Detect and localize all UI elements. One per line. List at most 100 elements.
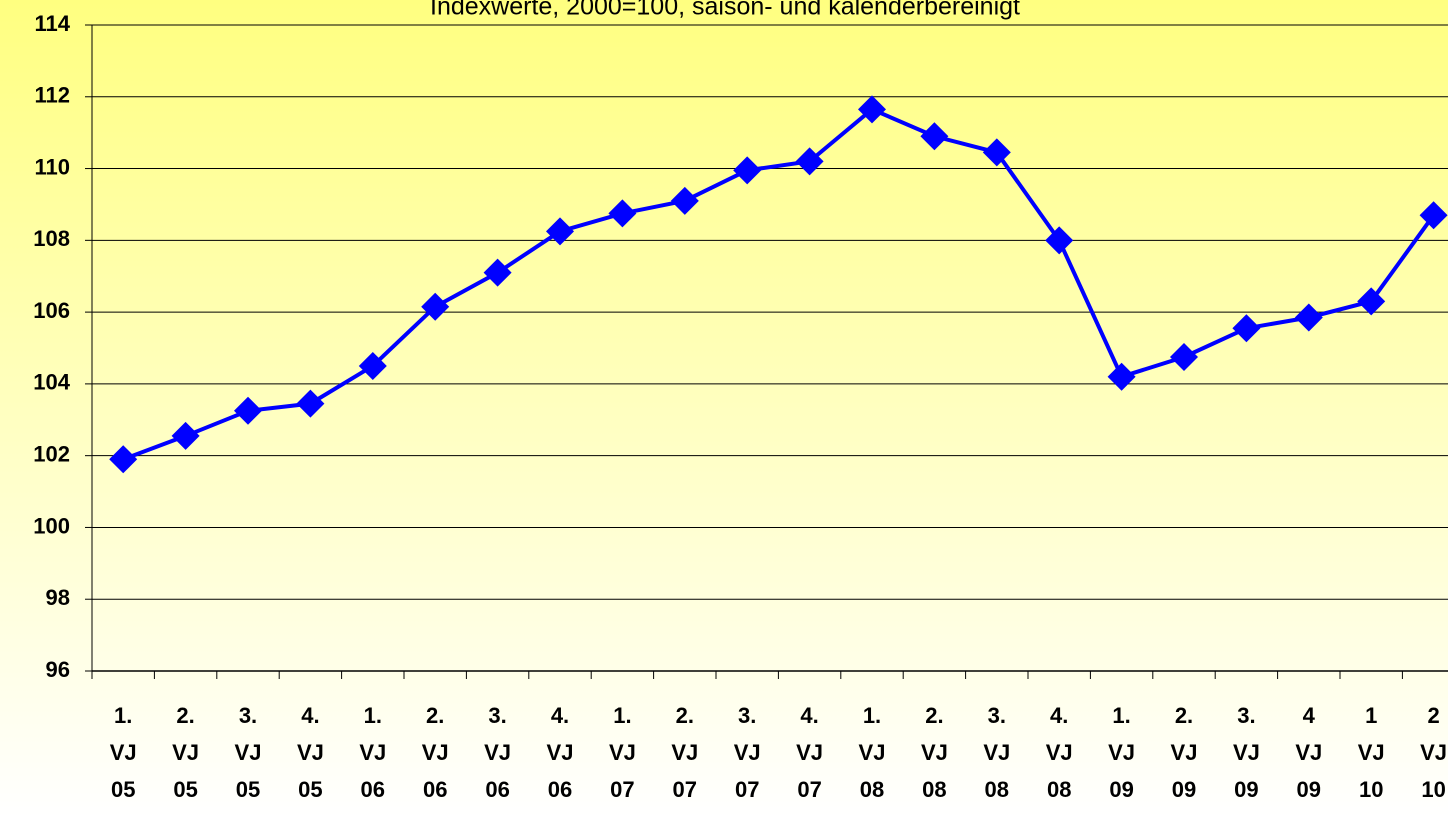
x-tick-label: 2 (1427, 703, 1439, 728)
x-tick-label: 1 (1365, 703, 1377, 728)
x-tick-label: VJ (1420, 740, 1447, 765)
y-tick-label: 108 (33, 226, 70, 251)
x-tick-label: VJ (297, 740, 324, 765)
x-tick-label: 08 (1047, 777, 1071, 802)
marker (171, 421, 200, 450)
x-tick-label: VJ (609, 740, 636, 765)
x-tick-label: 05 (173, 777, 197, 802)
y-tick-label: 104 (33, 370, 70, 395)
marker (1170, 342, 1198, 371)
x-tick-label: 06 (485, 777, 509, 802)
y-tick-label: 96 (46, 657, 70, 682)
x-tick-label: VJ (734, 740, 761, 765)
marker (421, 292, 450, 321)
x-tick-label: 4. (1050, 703, 1068, 728)
x-tick-label: 3. (988, 703, 1006, 728)
x-tick-label: 06 (548, 777, 572, 802)
x-tick-label: 06 (423, 777, 447, 802)
x-tick-label: 4. (551, 703, 569, 728)
x-tick-label: 3. (488, 703, 506, 728)
x-tick-label: VJ (1171, 740, 1198, 765)
x-tick-label: 2. (925, 703, 943, 728)
x-tick-label: 09 (1297, 777, 1321, 802)
x-tick-label: 1. (613, 703, 631, 728)
x-tick-label: 1. (863, 703, 881, 728)
marker (296, 389, 325, 418)
x-tick-label: 08 (922, 777, 946, 802)
x-tick-label: 07 (673, 777, 697, 802)
x-tick-label: 4. (301, 703, 319, 728)
marker (358, 351, 387, 380)
marker (608, 199, 637, 228)
chart-subtitle: Indexwerte, 2000=100, saison- und kalend… (430, 0, 1020, 21)
x-tick-label: 10 (1421, 777, 1445, 802)
x-tick-label: 08 (985, 777, 1009, 802)
x-tick-label: VJ (1233, 740, 1260, 765)
x-tick-label: 1. (1112, 703, 1130, 728)
x-tick-label: VJ (1295, 740, 1322, 765)
x-tick-label: 3. (239, 703, 257, 728)
x-tick-label: 1. (364, 703, 382, 728)
marker (1232, 314, 1261, 343)
x-tick-label: VJ (547, 740, 574, 765)
marker (1419, 201, 1448, 230)
x-tick-label: 2. (176, 703, 194, 728)
x-tick-label: 08 (860, 777, 884, 802)
marker (982, 138, 1011, 167)
x-tick-label: VJ (359, 740, 386, 765)
marker (234, 396, 262, 425)
x-tick-label: 3. (738, 703, 756, 728)
x-tick-label: 07 (797, 777, 821, 802)
x-tick-label: 05 (111, 777, 135, 802)
y-tick-label: 100 (33, 513, 70, 538)
x-tick-label: VJ (235, 740, 262, 765)
x-tick-label: VJ (484, 740, 511, 765)
marker (109, 445, 138, 474)
x-tick-label: 3. (1237, 703, 1255, 728)
marker (670, 186, 699, 215)
marker (795, 147, 824, 176)
marker (858, 95, 886, 124)
x-tick-label: 05 (298, 777, 322, 802)
marker (1107, 362, 1136, 391)
marker (546, 217, 574, 246)
marker (1045, 226, 1074, 255)
x-tick-label: 4 (1303, 703, 1316, 728)
x-tick-label: 07 (610, 777, 634, 802)
y-tick-label: 112 (35, 83, 71, 108)
y-tick-label: 98 (46, 585, 70, 610)
x-tick-label: VJ (796, 740, 823, 765)
marker (733, 156, 762, 185)
x-tick-label: 1. (114, 703, 132, 728)
y-tick-label: 106 (33, 298, 70, 323)
x-tick-label: 4. (800, 703, 818, 728)
x-tick-label: 09 (1109, 777, 1133, 802)
y-tick-label: 102 (33, 441, 70, 466)
series-line (122, 107, 1436, 462)
x-tick-label: 2. (676, 703, 694, 728)
marker (1294, 303, 1323, 332)
x-tick-label: VJ (983, 740, 1010, 765)
x-tick-label: 06 (361, 777, 385, 802)
x-tick-label: VJ (1358, 740, 1385, 765)
x-tick-label: 10 (1359, 777, 1383, 802)
y-tick-label: 110 (35, 154, 71, 179)
marker (1357, 287, 1386, 316)
x-tick-label: 05 (236, 777, 260, 802)
x-tick-label: 2. (1175, 703, 1193, 728)
x-tick-label: VJ (859, 740, 886, 765)
x-tick-label: 07 (735, 777, 759, 802)
marker (483, 258, 512, 287)
x-tick-label: VJ (1046, 740, 1073, 765)
x-tick-label: VJ (110, 740, 137, 765)
x-tick-label: 2. (426, 703, 444, 728)
marker (920, 122, 949, 151)
x-tick-label: 09 (1172, 777, 1196, 802)
x-tick-label: VJ (671, 740, 698, 765)
x-tick-label: 09 (1234, 777, 1258, 802)
x-tick-label: VJ (422, 740, 449, 765)
x-tick-label: VJ (921, 740, 948, 765)
